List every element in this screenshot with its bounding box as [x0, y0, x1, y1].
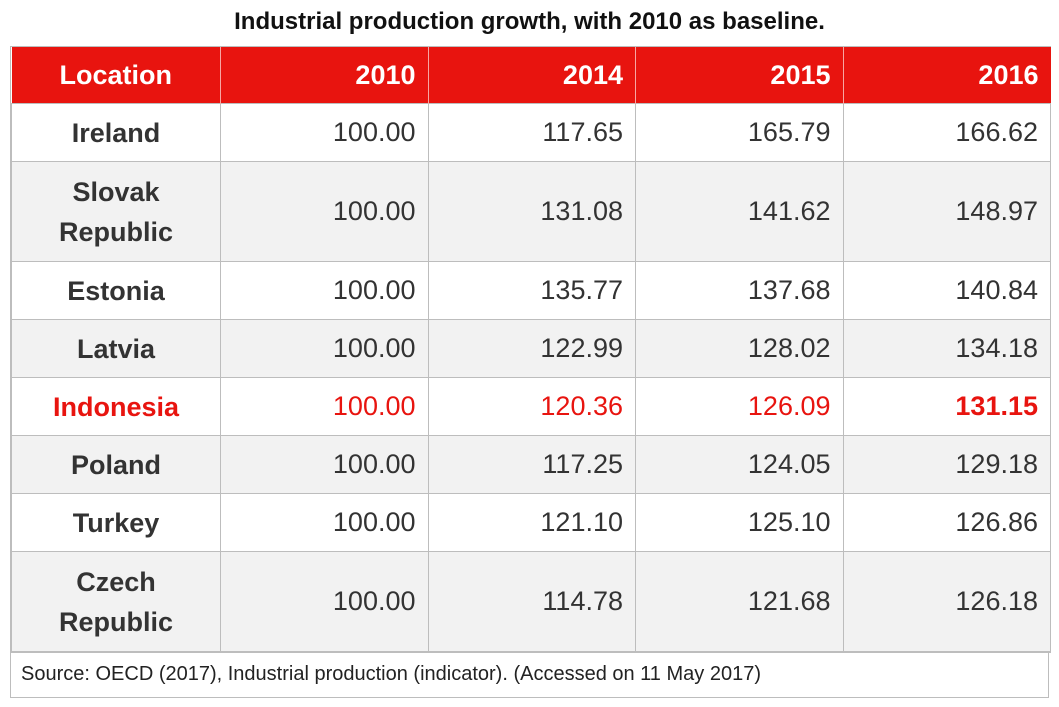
value-cell-2014: 114.78 — [427, 551, 636, 652]
header-row: Location 2010 2014 2015 2016 — [11, 47, 1051, 104]
value-cell-2010: 100.00 — [220, 377, 429, 436]
column-header-location: Location — [11, 47, 221, 104]
value-cell-2010: 100.00 — [220, 435, 429, 494]
value-cell-2015: 165.79 — [635, 103, 844, 162]
value-cell-2014: 135.77 — [427, 261, 636, 320]
location-cell: Slovak Republic — [11, 161, 221, 262]
value-cell-2016: 148.97 — [842, 161, 1051, 262]
value-cell-2010: 100.00 — [220, 161, 429, 262]
table-row-indonesia: Indonesia 100.00 120.36 126.09 131.15 — [11, 377, 1051, 436]
data-table: Location 2010 2014 2015 2016 Ireland 100… — [11, 47, 1051, 652]
location-cell: Latvia — [11, 319, 221, 378]
location-cell: Estonia — [11, 261, 221, 320]
value-cell-2016: 126.86 — [842, 493, 1051, 552]
value-cell-2010: 100.00 — [220, 319, 429, 378]
value-cell-2010: 100.00 — [220, 493, 429, 552]
value-cell-2016: 129.18 — [842, 435, 1051, 494]
table-title: Industrial production growth, with 2010 … — [234, 8, 825, 35]
table-row-czech-republic: Czech Republic 100.00 114.78 121.68 126.… — [11, 551, 1051, 652]
value-cell-2015: 137.68 — [635, 261, 844, 320]
value-cell-2015: 124.05 — [635, 435, 844, 494]
location-cell: Czech Republic — [11, 551, 221, 652]
value-cell-2014: 122.99 — [427, 319, 636, 378]
value-cell-2014: 117.65 — [427, 103, 636, 162]
value-cell-2015: 121.68 — [635, 551, 844, 652]
location-cell: Turkey — [11, 493, 221, 552]
location-cell: Ireland — [11, 103, 221, 162]
value-cell-2016: 166.62 — [842, 103, 1051, 162]
table-row-estonia: Estonia 100.00 135.77 137.68 140.84 — [11, 261, 1051, 320]
column-header-2014: 2014 — [428, 47, 636, 104]
location-cell: Indonesia — [11, 377, 221, 436]
value-cell-2010: 100.00 — [220, 261, 429, 320]
data-table-container: Location 2010 2014 2015 2016 Ireland 100… — [10, 46, 1051, 653]
table-row-latvia: Latvia 100.00 122.99 128.02 134.18 — [11, 319, 1051, 378]
table-row-poland: Poland 100.00 117.25 124.05 129.18 — [11, 435, 1051, 494]
value-cell-2016: 131.15 — [842, 377, 1051, 436]
value-cell-2010: 100.00 — [220, 103, 429, 162]
location-cell: Poland — [11, 435, 221, 494]
column-header-2015: 2015 — [635, 47, 844, 104]
value-cell-2010: 100.00 — [220, 551, 429, 652]
value-cell-2014: 131.08 — [427, 161, 636, 262]
source-note: Source: OECD (2017), Industrial producti… — [10, 652, 1049, 698]
value-cell-2015: 128.02 — [635, 319, 844, 378]
value-cell-2016: 140.84 — [842, 261, 1051, 320]
table-row-turkey: Turkey 100.00 121.10 125.10 126.86 — [11, 493, 1051, 552]
table-row-ireland: Ireland 100.00 117.65 165.79 166.62 — [11, 103, 1051, 162]
table-row-slovak-republic: Slovak Republic 100.00 131.08 141.62 148… — [11, 161, 1051, 262]
value-cell-2016: 126.18 — [842, 551, 1051, 652]
value-cell-2015: 141.62 — [635, 161, 844, 262]
value-cell-2014: 121.10 — [427, 493, 636, 552]
value-cell-2015: 126.09 — [635, 377, 844, 436]
column-header-2016: 2016 — [843, 47, 1051, 104]
value-cell-2014: 120.36 — [427, 377, 636, 436]
column-header-2010: 2010 — [220, 47, 429, 104]
value-cell-2015: 125.10 — [635, 493, 844, 552]
value-cell-2014: 117.25 — [427, 435, 636, 494]
value-cell-2016: 134.18 — [842, 319, 1051, 378]
